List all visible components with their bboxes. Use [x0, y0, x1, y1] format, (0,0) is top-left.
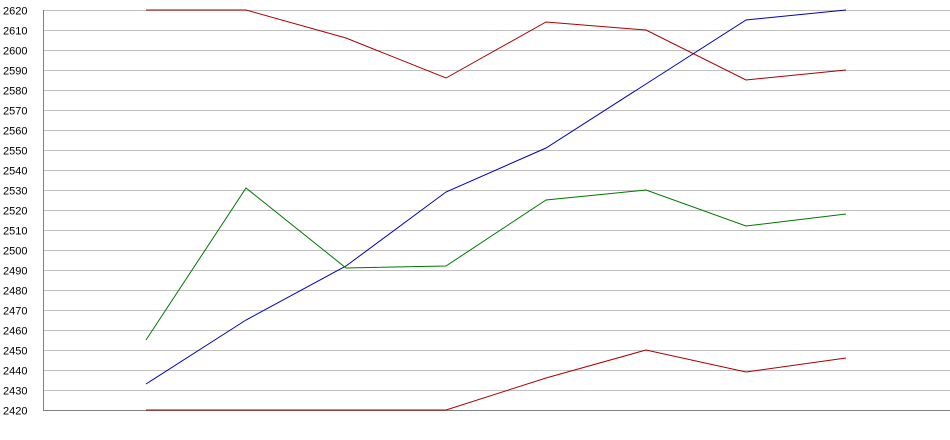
- y-tick-label-2580: 2580: [3, 86, 27, 98]
- y-tick-label-2600: 2600: [3, 46, 27, 58]
- y-tick-label-2470: 2470: [3, 306, 27, 318]
- series-line-4: [146, 349, 847, 411]
- y-tick-label-2490: 2490: [3, 266, 27, 278]
- y-tick-label-2570: 2570: [3, 106, 27, 118]
- y-tick-label-2520: 2520: [3, 206, 27, 218]
- y-tick-label-2540: 2540: [3, 166, 27, 178]
- y-tick-label-2420: 2420: [3, 406, 27, 418]
- grid-layer: [43, 10, 950, 411]
- y-tick-label-2610: 2610: [3, 26, 27, 38]
- y-tick-label-2510: 2510: [3, 226, 27, 238]
- y-tick-label-2430: 2430: [3, 386, 27, 398]
- series-line-3: [145, 187, 847, 341]
- y-tick-label-2440: 2440: [3, 366, 27, 378]
- series-layer: [145, 9, 847, 411]
- y-tick-label-2550: 2550: [3, 146, 27, 158]
- y-tick-label-2560: 2560: [3, 126, 27, 138]
- series-line-1: [146, 9, 847, 81]
- y-axis-tick-labels: 2420 2430 2440 2450 2460 2470 2480 2490 2500 2510…: [3, 6, 27, 418]
- series-line-2: [145, 9, 847, 385]
- y-tick-label-2480: 2480: [3, 286, 27, 298]
- y-tick-label-2450: 2450: [3, 346, 27, 358]
- y-tick-label-2590: 2590: [3, 66, 27, 78]
- y-tick-label-2500: 2500: [3, 246, 27, 258]
- y-tick-label-2620: 2620: [3, 6, 27, 18]
- y-tick-label-2530: 2530: [3, 186, 27, 198]
- y-tick-label-2460: 2460: [3, 326, 27, 338]
